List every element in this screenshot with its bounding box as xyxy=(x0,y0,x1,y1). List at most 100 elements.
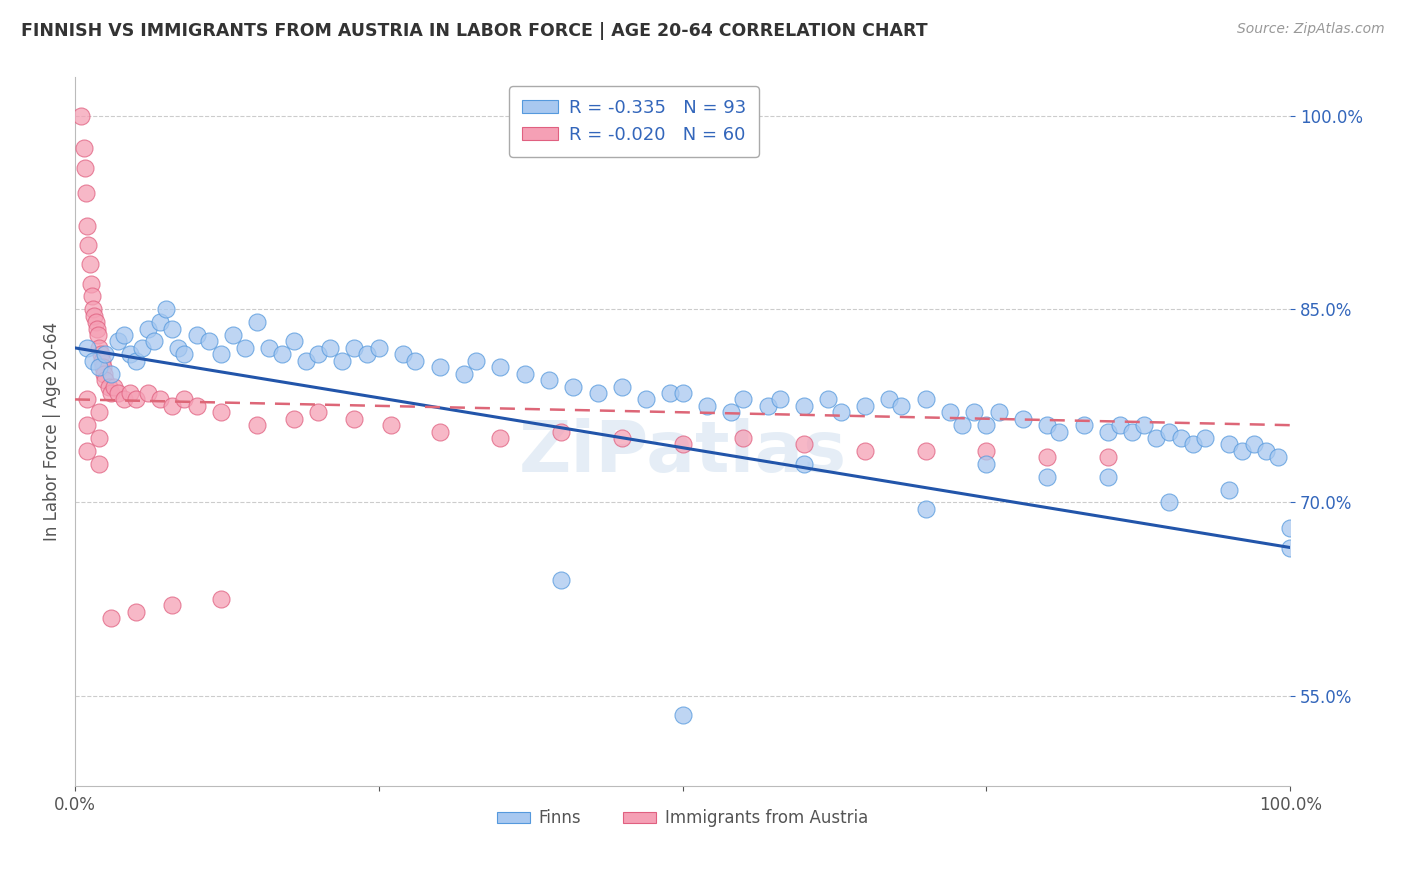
Point xyxy=(82,302,104,317)
Point xyxy=(853,399,876,413)
Point xyxy=(671,386,693,401)
Point xyxy=(636,392,658,407)
Point xyxy=(82,353,104,368)
Point xyxy=(586,386,609,401)
Point xyxy=(98,379,121,393)
Point xyxy=(343,341,366,355)
Point xyxy=(100,367,122,381)
Point xyxy=(1279,521,1302,535)
Point xyxy=(83,309,105,323)
Point xyxy=(1047,425,1070,439)
Point xyxy=(1036,450,1059,465)
Point xyxy=(186,399,208,413)
Point xyxy=(756,399,779,413)
Point xyxy=(939,405,962,419)
Point xyxy=(513,367,536,381)
Point xyxy=(1036,469,1059,483)
Point xyxy=(671,708,693,723)
Point xyxy=(160,321,183,335)
Point xyxy=(76,392,98,407)
Point xyxy=(80,289,103,303)
Point xyxy=(107,334,129,349)
Point xyxy=(307,347,329,361)
Point xyxy=(890,399,912,413)
Point xyxy=(1230,444,1253,458)
Point xyxy=(89,431,111,445)
Point xyxy=(94,373,117,387)
Point xyxy=(89,360,111,375)
Point xyxy=(877,392,900,407)
Point xyxy=(1109,418,1132,433)
Point xyxy=(107,386,129,401)
Point xyxy=(100,611,122,625)
Point xyxy=(976,444,998,458)
Point xyxy=(489,360,512,375)
Point xyxy=(131,341,153,355)
Point xyxy=(167,341,190,355)
Point xyxy=(1073,418,1095,433)
Point xyxy=(1121,425,1143,439)
Point xyxy=(112,392,135,407)
Point xyxy=(173,347,195,361)
Point xyxy=(1097,469,1119,483)
Point xyxy=(233,341,256,355)
Point xyxy=(343,411,366,425)
Point xyxy=(91,360,114,375)
Point xyxy=(830,405,852,419)
Point xyxy=(367,341,389,355)
Point xyxy=(489,431,512,445)
Point xyxy=(1254,444,1277,458)
Point xyxy=(70,109,93,123)
Point xyxy=(1243,437,1265,451)
Point xyxy=(73,161,96,175)
Point xyxy=(914,444,936,458)
Point xyxy=(125,353,148,368)
Point xyxy=(429,425,451,439)
Text: Source: ZipAtlas.com: Source: ZipAtlas.com xyxy=(1237,22,1385,37)
Point xyxy=(94,347,117,361)
Point xyxy=(118,347,141,361)
Point xyxy=(89,341,111,355)
Point xyxy=(987,405,1010,419)
Point xyxy=(610,379,633,393)
Point xyxy=(769,392,792,407)
Point xyxy=(1146,431,1168,445)
Point xyxy=(72,141,94,155)
Point xyxy=(89,457,111,471)
Point xyxy=(90,353,112,368)
Point xyxy=(610,431,633,445)
Point xyxy=(733,392,755,407)
Point xyxy=(149,315,172,329)
Point xyxy=(246,418,269,433)
Point xyxy=(76,444,98,458)
Point xyxy=(283,334,305,349)
Point xyxy=(550,425,572,439)
Point xyxy=(1218,483,1240,497)
Point xyxy=(1218,437,1240,451)
Point xyxy=(209,592,232,607)
Point xyxy=(125,605,148,619)
Point xyxy=(733,431,755,445)
Point xyxy=(76,418,98,433)
Point xyxy=(149,392,172,407)
Point xyxy=(853,444,876,458)
Point xyxy=(380,418,402,433)
Point xyxy=(1279,541,1302,555)
Point xyxy=(537,373,560,387)
Point xyxy=(84,315,107,329)
Point xyxy=(963,405,986,419)
Point xyxy=(307,405,329,419)
Point xyxy=(103,379,125,393)
Point xyxy=(89,405,111,419)
Point xyxy=(392,347,415,361)
Point xyxy=(87,328,110,343)
Point xyxy=(79,257,101,271)
Point xyxy=(270,347,292,361)
Point xyxy=(1267,450,1289,465)
Point xyxy=(1157,495,1180,509)
Point xyxy=(550,573,572,587)
Point xyxy=(222,328,245,343)
Point xyxy=(209,347,232,361)
Point xyxy=(793,457,815,471)
Point xyxy=(155,302,177,317)
